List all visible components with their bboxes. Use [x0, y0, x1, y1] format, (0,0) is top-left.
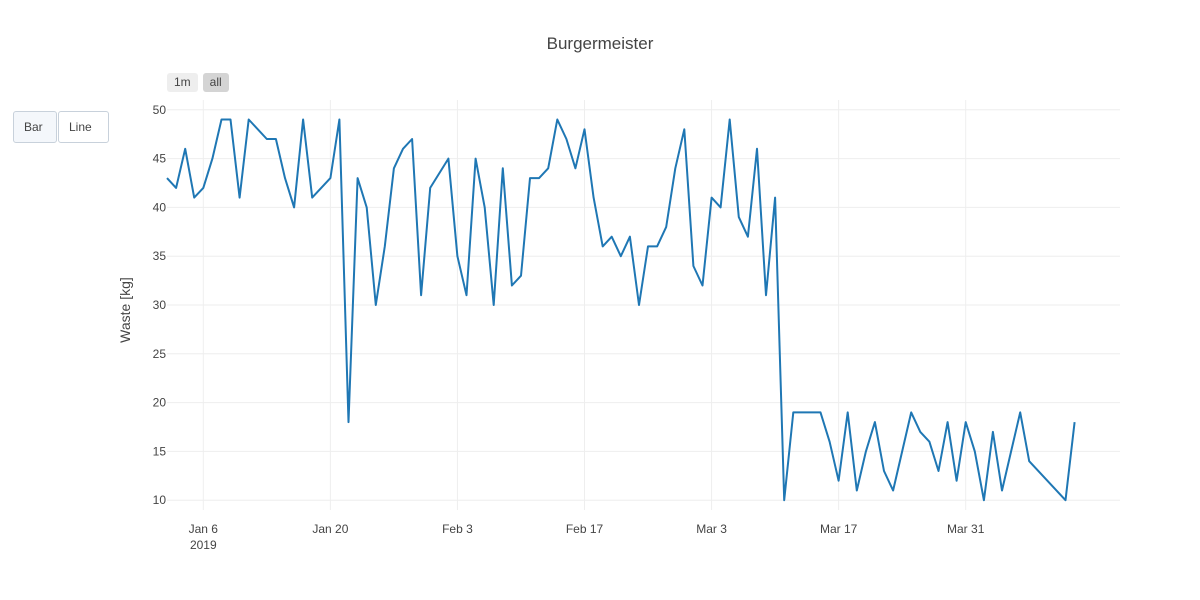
- x-tick-label: Jan 20: [312, 522, 348, 536]
- y-tick-label: 45: [153, 152, 167, 166]
- x-tick-label: Feb 3: [442, 522, 473, 536]
- y-tick-label: 20: [153, 396, 167, 410]
- x-gridlines: [202, 100, 967, 510]
- series-line: [166, 118, 1076, 502]
- range-button-1m[interactable]: 1m: [167, 73, 198, 92]
- y-tick-label: 50: [153, 103, 167, 117]
- bar-chart-button[interactable]: Bar: [13, 111, 57, 143]
- x-tick-label: Mar 31: [947, 522, 985, 536]
- x-tick-labels: Jan 6 2019 Jan 20 Feb 3 Feb 17 Mar 3 Mar 17 Mar…: [189, 522, 985, 552]
- y-tick-label: 15: [153, 444, 167, 458]
- x-tick-label: Jan 6: [189, 522, 219, 536]
- y-tick-label: 30: [153, 298, 167, 312]
- y-tick-labels: 10 15 20 25 30 35 40 45 50: [153, 103, 167, 507]
- x-tick-label: Feb 17: [566, 522, 604, 536]
- y-tick-label: 10: [153, 493, 167, 507]
- y-tick-label: 40: [153, 200, 167, 214]
- range-button-all[interactable]: all: [202, 73, 229, 92]
- line-chart-button[interactable]: Line: [58, 111, 109, 143]
- chart-title: Burgermeister: [546, 34, 654, 53]
- x-tick-sublabel: 2019: [190, 538, 217, 552]
- x-tick-label: Mar 3: [696, 522, 727, 536]
- range-selector: 1m all: [167, 73, 229, 92]
- series-group: [166, 118, 1076, 502]
- y-axis-label: Waste [kg]: [117, 277, 133, 343]
- chart-type-switcher: Bar Line: [13, 111, 109, 143]
- x-tick-label: Mar 17: [820, 522, 858, 536]
- y-gridlines: [167, 109, 1120, 501]
- y-tick-label: 35: [153, 249, 167, 263]
- y-tick-label: 25: [153, 347, 167, 361]
